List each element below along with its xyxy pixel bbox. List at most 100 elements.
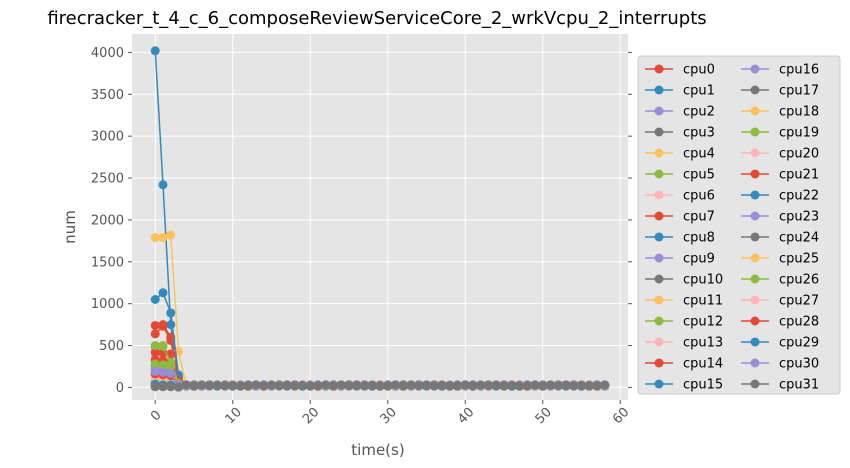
data-point bbox=[352, 380, 362, 390]
legend-marker bbox=[750, 190, 760, 200]
legend-marker bbox=[750, 274, 760, 284]
series-layer bbox=[150, 46, 610, 392]
legend-marker bbox=[654, 295, 664, 305]
data-point bbox=[150, 347, 160, 357]
data-point bbox=[166, 382, 176, 392]
data-point bbox=[383, 381, 393, 391]
legend-item-cpu4: cpu4 bbox=[645, 147, 715, 162]
legend-item-cpu5: cpu5 bbox=[645, 168, 715, 183]
legend-item-cpu23: cpu23 bbox=[741, 210, 819, 225]
legend-box bbox=[637, 55, 841, 395]
legend-item-cpu21: cpu21 bbox=[741, 168, 819, 183]
legend-label: cpu20 bbox=[779, 147, 819, 162]
legend-label: cpu13 bbox=[683, 336, 723, 351]
legend-marker bbox=[750, 148, 760, 158]
legend-item-cpu10: cpu10 bbox=[645, 273, 723, 288]
data-point bbox=[158, 367, 168, 377]
legend-label: cpu24 bbox=[779, 231, 819, 246]
legend-marker bbox=[654, 148, 664, 158]
legend-label: cpu6 bbox=[683, 189, 715, 204]
legend-item-cpu16: cpu16 bbox=[741, 63, 819, 78]
data-point bbox=[321, 380, 331, 390]
data-point bbox=[507, 380, 517, 390]
data-point bbox=[166, 308, 176, 318]
y-tick-label: 1000 bbox=[91, 297, 124, 312]
legend-label: cpu29 bbox=[779, 336, 819, 351]
x-tick-label: 20 bbox=[300, 405, 322, 427]
data-point bbox=[158, 320, 168, 330]
legend-marker bbox=[750, 253, 760, 263]
legend-marker bbox=[654, 232, 664, 242]
legend-item-cpu17: cpu17 bbox=[741, 84, 819, 99]
legend-marker bbox=[654, 169, 664, 179]
legend-item-cpu3: cpu3 bbox=[645, 126, 715, 141]
data-point bbox=[391, 380, 400, 390]
data-point bbox=[336, 380, 346, 390]
legend-marker bbox=[750, 64, 760, 74]
legend-label: cpu27 bbox=[779, 294, 819, 309]
legend-marker bbox=[750, 127, 760, 137]
legend-label: cpu19 bbox=[779, 126, 819, 141]
chart-title: firecracker_t_4_c_6_composeReviewService… bbox=[47, 8, 706, 29]
legend-item-cpu12: cpu12 bbox=[645, 315, 723, 330]
data-point bbox=[592, 381, 602, 391]
data-point bbox=[150, 359, 160, 369]
data-point bbox=[158, 288, 168, 298]
data-point bbox=[530, 380, 540, 390]
legend-item-cpu24: cpu24 bbox=[741, 231, 819, 246]
data-point bbox=[236, 381, 245, 391]
legend-item-cpu27: cpu27 bbox=[741, 294, 819, 309]
legend-marker bbox=[654, 85, 664, 95]
data-point bbox=[220, 381, 230, 391]
legend-label: cpu8 bbox=[683, 231, 715, 246]
data-point bbox=[429, 381, 439, 391]
x-tick-label: 10 bbox=[223, 405, 245, 427]
data-point bbox=[189, 381, 199, 391]
plot-area bbox=[132, 34, 628, 400]
data-point bbox=[158, 180, 168, 190]
data-point bbox=[398, 381, 408, 391]
data-point bbox=[538, 381, 548, 391]
legend-label: cpu5 bbox=[683, 168, 715, 183]
legend-marker bbox=[750, 211, 760, 221]
data-point bbox=[305, 381, 315, 391]
data-point bbox=[251, 380, 261, 390]
data-point bbox=[561, 380, 571, 390]
y-axis-label: num bbox=[61, 210, 79, 244]
legend-item-cpu20: cpu20 bbox=[741, 147, 819, 162]
data-point bbox=[174, 382, 183, 392]
data-point bbox=[158, 360, 168, 370]
data-point bbox=[150, 341, 160, 351]
legend-item-cpu22: cpu22 bbox=[741, 189, 819, 204]
data-point bbox=[150, 46, 160, 56]
data-point bbox=[290, 381, 300, 391]
legend-marker bbox=[654, 211, 664, 221]
y-tick-label: 4000 bbox=[91, 46, 124, 61]
data-point bbox=[150, 320, 160, 330]
legend-item-cpu13: cpu13 bbox=[645, 336, 723, 351]
data-point bbox=[166, 230, 176, 240]
data-point bbox=[522, 381, 532, 391]
legend-label: cpu7 bbox=[683, 210, 715, 225]
x-tick-label: 40 bbox=[455, 405, 477, 427]
legend-marker bbox=[654, 127, 664, 137]
legend-item-cpu15: cpu15 bbox=[645, 378, 723, 393]
legend-item-cpu26: cpu26 bbox=[741, 273, 819, 288]
data-point bbox=[600, 380, 610, 390]
data-point bbox=[515, 381, 524, 391]
data-point bbox=[274, 381, 284, 391]
data-point bbox=[453, 381, 462, 391]
legend-label: cpu23 bbox=[779, 210, 819, 225]
legend-label: cpu30 bbox=[779, 357, 819, 372]
data-point bbox=[344, 381, 354, 391]
legend-marker bbox=[654, 358, 664, 368]
legend-item-cpu11: cpu11 bbox=[645, 294, 723, 309]
legend-label: cpu12 bbox=[683, 315, 723, 330]
legend-label: cpu9 bbox=[683, 252, 715, 267]
data-point bbox=[313, 381, 323, 391]
data-point bbox=[205, 381, 214, 391]
legend-marker bbox=[654, 253, 664, 263]
data-point bbox=[367, 380, 377, 390]
y-tick-label: 2000 bbox=[91, 213, 124, 228]
